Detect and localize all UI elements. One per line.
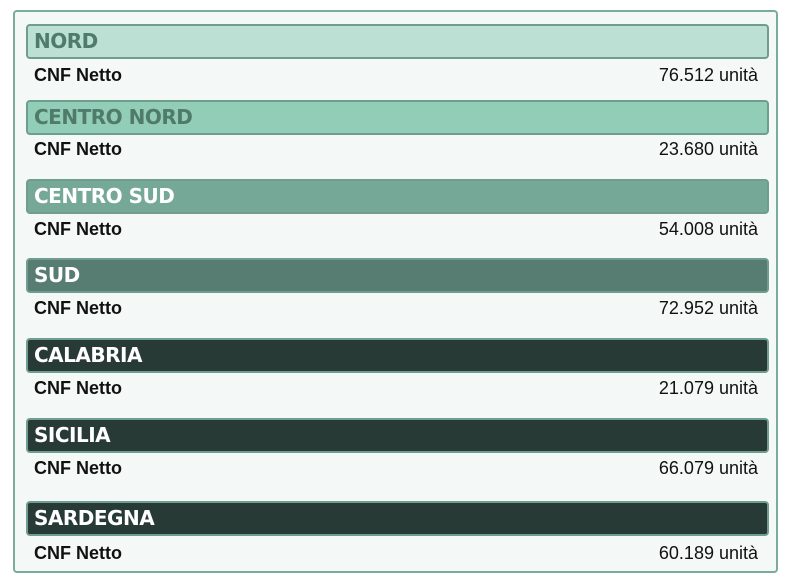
region-row-sardegna: CNF Netto 60.189 unità: [34, 541, 758, 565]
region-row-sicilia: CNF Netto 66.079 unità: [34, 456, 758, 480]
region-summary-panel: NORD CNF Netto 76.512 unità CENTRO NORD …: [13, 10, 778, 573]
region-name: SARDEGNA: [34, 506, 155, 530]
metric-label: CNF Netto: [34, 65, 122, 85]
metric-label: CNF Netto: [34, 139, 122, 159]
metric-label: CNF Netto: [34, 219, 122, 239]
metric-value: 21.079 unità: [658, 378, 758, 398]
region-name: CENTRO NORD: [34, 105, 193, 129]
region-header-nord: NORD: [26, 24, 769, 59]
metric-label: CNF Netto: [34, 458, 122, 478]
metric-label: CNF Netto: [34, 543, 122, 563]
metric-value: 66.079 unità: [658, 458, 758, 478]
region-header-sicilia: SICILIA: [26, 418, 769, 453]
region-header-sardegna: SARDEGNA: [26, 501, 769, 536]
metric-value: 72.952 unità: [658, 298, 758, 318]
region-header-calabria: CALABRIA: [26, 338, 769, 373]
region-name: CENTRO SUD: [34, 184, 175, 208]
metric-value: 60.189 unità: [658, 543, 758, 563]
region-row-sud: CNF Netto 72.952 unità: [34, 296, 758, 320]
region-header-centro-nord: CENTRO NORD: [26, 100, 769, 135]
region-name: NORD: [34, 29, 98, 53]
region-name: CALABRIA: [34, 343, 142, 367]
metric-label: CNF Netto: [34, 298, 122, 318]
metric-label: CNF Netto: [34, 378, 122, 398]
metric-value: 23.680 unità: [658, 139, 758, 159]
region-row-centro-sud: CNF Netto 54.008 unità: [34, 217, 758, 241]
region-name: SICILIA: [34, 423, 111, 447]
metric-value: 76.512 unità: [658, 65, 758, 85]
region-row-nord: CNF Netto 76.512 unità: [34, 63, 758, 87]
region-row-centro-nord: CNF Netto 23.680 unità: [34, 137, 758, 161]
region-header-centro-sud: CENTRO SUD: [26, 179, 769, 214]
region-name: SUD: [34, 263, 80, 287]
metric-value: 54.008 unità: [658, 219, 758, 239]
region-header-sud: SUD: [26, 258, 769, 293]
region-row-calabria: CNF Netto 21.079 unità: [34, 376, 758, 400]
